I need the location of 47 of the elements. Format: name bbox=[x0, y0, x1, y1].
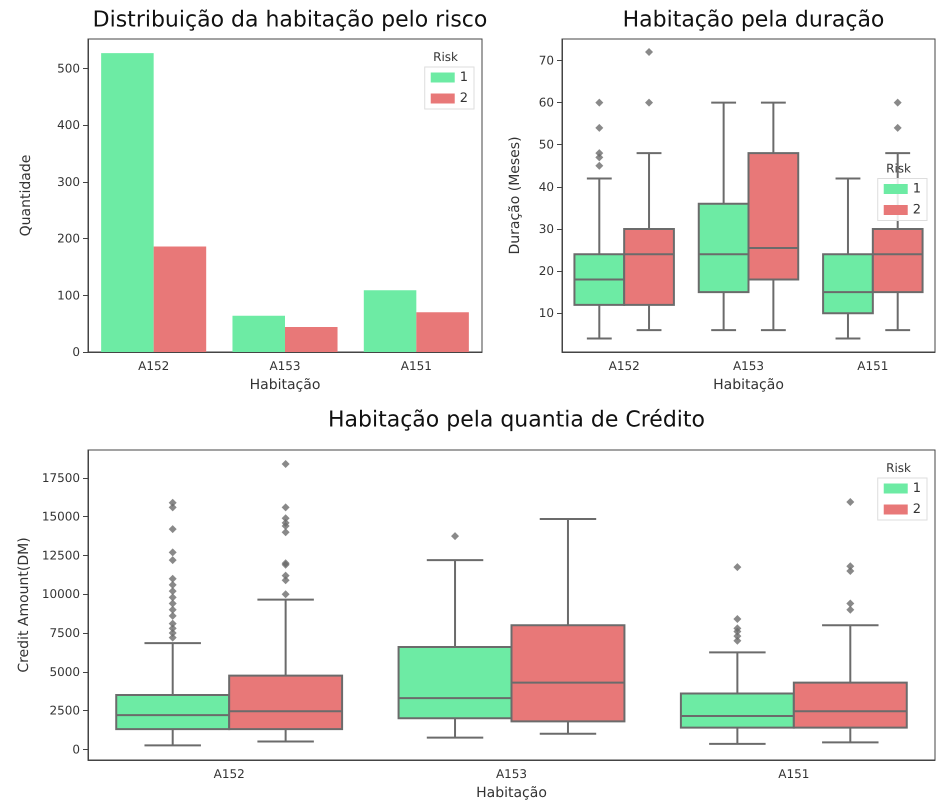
legend-label: 1 bbox=[912, 182, 922, 196]
legend-label: 2 bbox=[460, 91, 468, 106]
y-tick-label: 70 bbox=[538, 53, 554, 68]
y-tick-label: 7500 bbox=[49, 626, 80, 640]
x-tick-label: A153 bbox=[496, 767, 528, 781]
y-tick-label: 500 bbox=[57, 61, 80, 76]
y-tick-label: 10 bbox=[538, 306, 554, 320]
legend-label: 2 bbox=[912, 202, 922, 218]
y-axis-title: Credit Amount(DM) bbox=[16, 537, 32, 673]
y-tick-label: 17500 bbox=[42, 470, 80, 485]
chart-title: Habitação pela duração bbox=[622, 8, 884, 32]
y-tick-label: 60 bbox=[538, 96, 554, 110]
x-tick-label: A153 bbox=[269, 359, 301, 373]
legend-label: 1 bbox=[912, 481, 922, 496]
y-tick-label: 300 bbox=[57, 174, 80, 189]
legend-title: Risk bbox=[886, 461, 912, 475]
x-axis-title: Habitação bbox=[476, 785, 547, 801]
y-tick-label: 100 bbox=[57, 288, 80, 302]
y-tick-label: 10000 bbox=[42, 587, 80, 602]
y-tick-label: 400 bbox=[57, 118, 80, 132]
y-tick-label: 0 bbox=[72, 742, 80, 756]
x-axis-title: Habitação bbox=[713, 377, 784, 393]
y-tick-label: 2500 bbox=[49, 704, 80, 718]
y-tick-label: 5000 bbox=[49, 664, 80, 679]
x-tick-label: A151 bbox=[778, 767, 810, 781]
y-axis-title: Duração (Meses) bbox=[507, 136, 523, 255]
y-tick-label: 15000 bbox=[42, 510, 80, 524]
y-tick-label: 0 bbox=[72, 345, 80, 359]
x-tick-label: A152 bbox=[214, 767, 245, 781]
x-tick-label: A151 bbox=[400, 359, 432, 373]
y-tick-label: 30 bbox=[538, 222, 554, 236]
y-tick-label: 200 bbox=[57, 232, 80, 246]
chart-title: Habitação pela quantia de Crédito bbox=[328, 408, 705, 432]
y-axis-title: Quantidade bbox=[18, 154, 34, 236]
legend-label: 1 bbox=[460, 70, 468, 85]
legend-title: Risk bbox=[433, 50, 458, 64]
y-tick-label: 20 bbox=[538, 264, 554, 278]
x-tick-label: A151 bbox=[857, 359, 888, 373]
x-tick-label: A153 bbox=[732, 359, 764, 373]
x-tick-label: A152 bbox=[608, 359, 640, 373]
legend-label: 2 bbox=[912, 502, 922, 517]
y-tick-label: 12500 bbox=[42, 548, 80, 562]
y-tick-label: 40 bbox=[538, 180, 554, 194]
x-tick-label: A152 bbox=[138, 359, 170, 373]
chart-title: Distribuição da habitação pelo risco bbox=[92, 8, 488, 32]
x-axis-title: Habitação bbox=[250, 377, 320, 393]
y-tick-label: 50 bbox=[538, 138, 554, 152]
